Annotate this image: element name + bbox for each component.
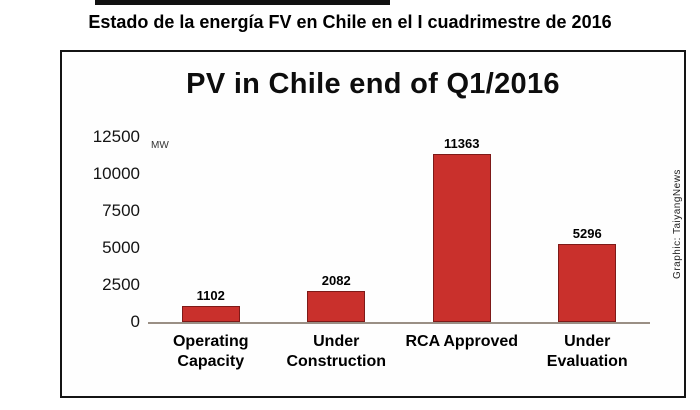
category-label: Under Evaluation xyxy=(546,333,628,370)
bar-value-label: 11363 xyxy=(444,135,480,151)
bar-column: 5296 xyxy=(525,226,651,322)
bar-value-label: 2082 xyxy=(321,273,351,289)
y-tick-label: 10000 xyxy=(92,164,140,183)
bar-column: 2082 xyxy=(274,273,400,322)
bar xyxy=(181,305,240,322)
y-tick-label: 12500 xyxy=(92,127,140,146)
y-axis: 0 2500 5000 7500 10000 12500 xyxy=(70,127,148,331)
bar-column: 1102 xyxy=(148,288,274,322)
y-tick-label: 0 xyxy=(130,312,140,331)
chart-title: PV in Chile end of Q1/2016 xyxy=(186,68,560,100)
bar-value-label: 1102 xyxy=(196,287,225,303)
plot-area: MW 1102 2082 11363 5296 xyxy=(148,136,651,324)
cropped-top-bar-artifact xyxy=(95,0,390,5)
plot-wrap: 0 2500 5000 7500 10000 12500 MW 1102 2082 11363… xyxy=(70,127,651,331)
y-tick-label: 2500 xyxy=(102,275,140,294)
bar xyxy=(432,153,491,322)
page-title: Estado de la energía FV en Chile en el I… xyxy=(88,12,612,32)
bar-column: 11363 xyxy=(399,136,525,322)
bar-value-label: 5296 xyxy=(572,225,602,241)
bar xyxy=(558,243,617,322)
y-axis-unit-label: MW xyxy=(151,140,169,151)
y-tick-label: 5000 xyxy=(102,238,140,257)
category-label: Operating Capacity xyxy=(172,333,249,370)
category-label: Under Construction xyxy=(286,333,387,370)
category-labels: Operating Capacity Under Construction RCA … xyxy=(148,332,650,372)
category-label: RCA Approved xyxy=(405,333,519,350)
bar xyxy=(307,291,366,322)
y-tick-label: 7500 xyxy=(102,201,140,220)
chart-panel: PV in Chile end of Q1/2016 0 2500 5000 7500… xyxy=(60,50,686,398)
credit-label: Graphic: TaiyangNews xyxy=(672,169,683,279)
